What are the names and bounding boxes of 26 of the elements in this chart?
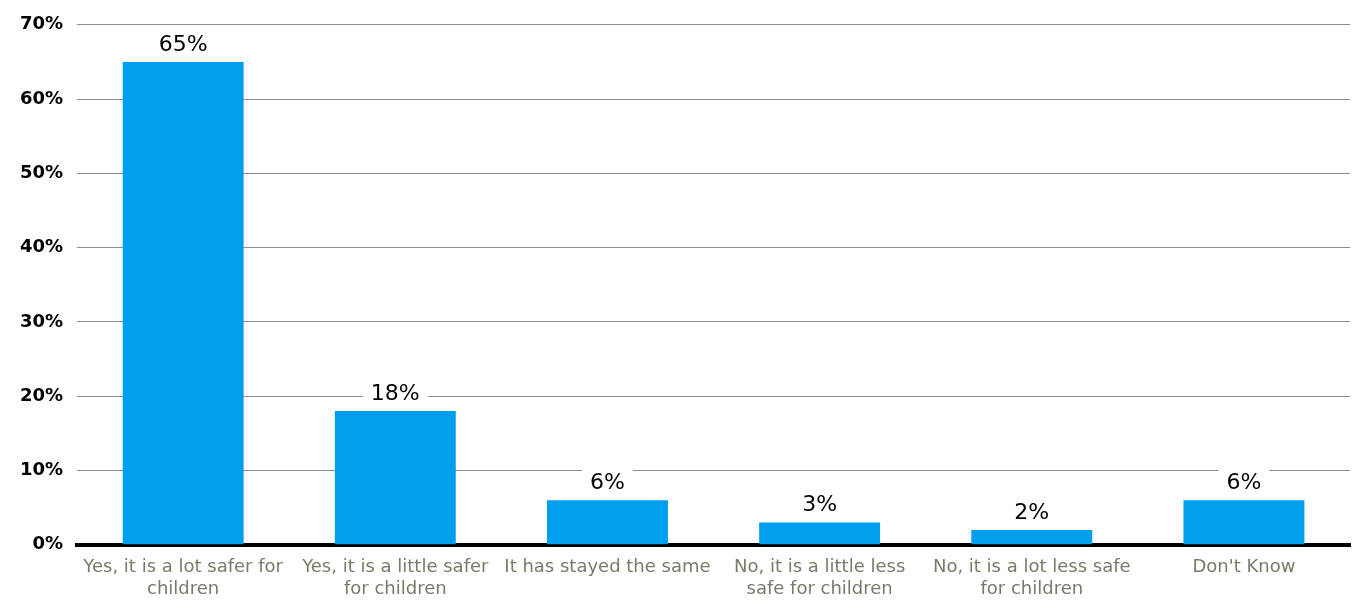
y-tick-label: 10% <box>19 458 64 480</box>
data-label: 6% <box>1226 468 1262 494</box>
bar <box>334 411 456 545</box>
y-tick-label: 0% <box>32 532 64 554</box>
data-label: 6% <box>590 468 625 494</box>
y-tick-label: 20% <box>19 383 64 405</box>
bar <box>1183 500 1305 545</box>
x-tick-label: Yes, it is a little safer for children <box>301 555 490 598</box>
x-tick-label: Yes, it is a lot safer for children <box>82 555 284 598</box>
bar <box>971 529 1093 545</box>
x-tick-label: No, it is a lot less safe for children <box>932 555 1131 598</box>
data-label: 65% <box>158 30 208 56</box>
bar <box>122 61 244 545</box>
bar <box>547 500 668 545</box>
bar <box>759 522 881 545</box>
data-label: 18% <box>370 379 420 405</box>
y-tick-label: 40% <box>19 235 64 257</box>
x-tick-label: Don't Know <box>1192 555 1296 577</box>
x-tick-label: It has stayed the same <box>504 555 711 577</box>
y-tick-label: 60% <box>19 86 64 108</box>
x-tick-label: No, it is a little less safe for children <box>733 555 906 598</box>
data-label: 3% <box>802 491 838 517</box>
y-tick-label: 50% <box>19 161 64 183</box>
y-tick-label: 70% <box>19 12 64 34</box>
data-label: 2% <box>1014 498 1050 524</box>
y-tick-label: 30% <box>19 309 64 331</box>
